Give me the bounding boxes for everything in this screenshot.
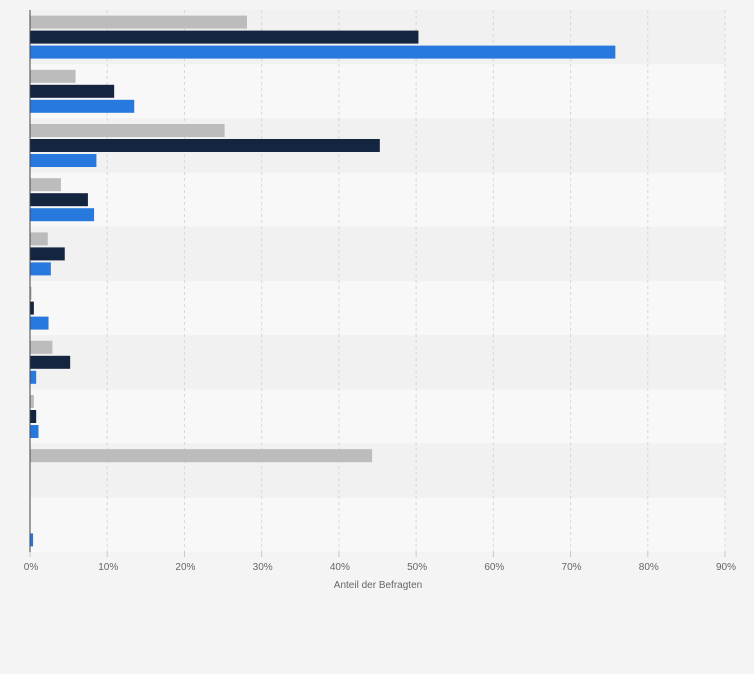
row-band (30, 281, 725, 336)
row-band (30, 226, 725, 281)
bar[interactable] (30, 301, 34, 315)
bar[interactable] (30, 99, 135, 113)
bar[interactable] (30, 15, 247, 29)
bar[interactable] (30, 154, 97, 167)
bar[interactable] (30, 340, 53, 354)
x-tick-label: 50% (407, 562, 427, 573)
x-tick-label: 60% (484, 562, 504, 573)
row-band (30, 389, 725, 444)
bar[interactable] (30, 30, 419, 44)
bar[interactable] (30, 208, 95, 222)
bar[interactable] (30, 395, 34, 408)
bar[interactable] (30, 45, 616, 59)
row-band (30, 64, 725, 119)
x-tick-label: 0% (24, 562, 39, 573)
row-bands (30, 10, 725, 552)
row-band (30, 497, 725, 552)
x-tick-label: 90% (716, 562, 736, 573)
bar[interactable] (30, 139, 380, 152)
x-axis-ticks: 0% 10% 20% 30% 40% 50% 60% 70% 80% 90% (24, 552, 736, 573)
x-tick-label: 40% (330, 562, 350, 573)
bar[interactable] (30, 247, 65, 261)
bar[interactable] (30, 355, 71, 369)
bar[interactable] (30, 316, 49, 330)
row-band (30, 335, 725, 390)
bar[interactable] (30, 286, 32, 300)
bar[interactable] (30, 370, 37, 384)
bar[interactable] (30, 69, 76, 83)
bar[interactable] (30, 84, 115, 98)
x-tick-label: 20% (175, 562, 195, 573)
bar[interactable] (30, 262, 51, 276)
bar[interactable] (30, 124, 225, 137)
x-tick-label: 10% (98, 562, 118, 573)
x-axis-label: Anteil der Befragten (334, 580, 422, 591)
bar[interactable] (30, 533, 34, 547)
row-band (30, 172, 725, 227)
x-tick-label: 70% (562, 562, 582, 573)
bar[interactable] (30, 410, 37, 423)
bar[interactable] (30, 193, 88, 207)
x-tick-label: 80% (639, 562, 659, 573)
x-tick-label: 30% (253, 562, 273, 573)
bar[interactable] (30, 232, 48, 246)
bar[interactable] (30, 449, 373, 463)
bars (30, 15, 616, 547)
bar[interactable] (30, 178, 61, 192)
bar[interactable] (30, 425, 39, 438)
